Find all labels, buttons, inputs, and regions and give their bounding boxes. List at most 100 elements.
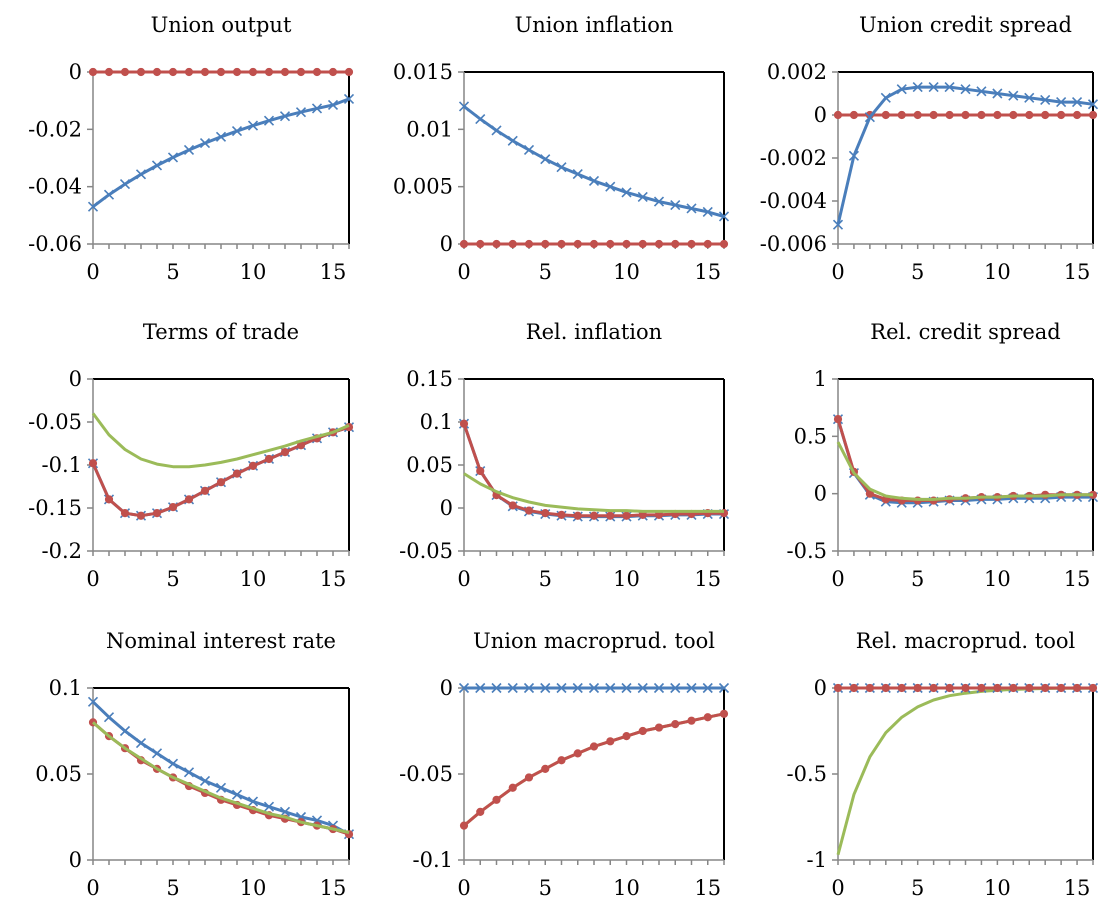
panel-title: Terms of trade (143, 320, 299, 344)
data-point-circle (104, 495, 114, 504)
data-point-circle (152, 67, 162, 77)
data-point-x-mark (523, 682, 535, 694)
x-tick-label: 15 (320, 876, 347, 900)
series-green (463, 472, 724, 513)
y-tick-label: -0.06 (28, 232, 82, 256)
y-tick-label: 0 (440, 676, 453, 700)
data-point-circle (929, 110, 938, 120)
series-red (88, 67, 354, 77)
series-line-blue (92, 97, 350, 208)
data-point-circle (961, 110, 970, 120)
data-point-x-mark (103, 189, 115, 200)
data-point-circle (88, 67, 98, 77)
data-point-x-mark (686, 203, 697, 214)
data-point-circle (216, 478, 226, 487)
data-point-x-mark (912, 81, 923, 93)
data-point-circle (833, 415, 843, 424)
data-point-circle (622, 239, 631, 249)
data-point-x-mark (621, 682, 632, 694)
data-point-x-mark (311, 103, 323, 114)
series-blue (458, 418, 730, 522)
data-point-circle (541, 239, 550, 249)
x-tick-label: 5 (911, 876, 924, 900)
x-tick-label: 0 (831, 567, 844, 591)
data-point-x-mark (103, 712, 115, 723)
data-point-x-mark (215, 782, 227, 793)
data-point-circle (881, 110, 890, 120)
panel-title: Union credit spread (859, 13, 1072, 37)
series-line-red (836, 418, 1093, 502)
data-point-x-mark (702, 206, 713, 217)
series-red (833, 683, 1098, 693)
data-point-x-mark (718, 682, 730, 694)
data-point-circle (1025, 110, 1034, 120)
x-tick-label: 5 (539, 260, 552, 284)
panel-title: Union inflation (515, 13, 674, 37)
data-point-circle (104, 67, 114, 77)
data-point-circle (573, 239, 582, 249)
data-point-circle (1072, 110, 1082, 120)
series-red (88, 423, 354, 520)
data-point-circle (622, 732, 631, 741)
series-line-green (463, 712, 725, 827)
x-tick-label: 15 (694, 567, 721, 591)
x-tick-label: 0 (86, 876, 99, 900)
series-red (459, 709, 729, 830)
data-point-circle (248, 67, 258, 77)
data-point-circle (508, 501, 517, 510)
series-line-red (92, 721, 350, 836)
data-point-x-mark (491, 682, 502, 694)
x-tick-label: 10 (613, 260, 640, 284)
data-point-x-mark (247, 120, 259, 131)
y-tick-label: 0 (814, 482, 827, 506)
data-point-circle (152, 509, 162, 518)
series-blue (832, 81, 1098, 230)
data-point-x-mark (637, 191, 648, 203)
data-point-x-mark (263, 115, 275, 126)
data-point-circle (589, 511, 599, 520)
y-tick-label: 0 (69, 848, 82, 872)
data-point-x-mark (215, 131, 227, 142)
y-tick-label: 0 (814, 676, 827, 700)
data-point-circle (1009, 110, 1018, 120)
series-line-green (836, 686, 1093, 856)
data-point-circle (120, 67, 130, 77)
x-tick-label: 0 (457, 567, 470, 591)
data-point-circle (476, 239, 485, 249)
y-tick-label: 0 (440, 232, 453, 256)
x-tick-label: 10 (984, 876, 1011, 900)
data-point-circle (541, 764, 550, 773)
data-point-circle (849, 683, 859, 693)
y-tick-label: 0 (69, 367, 82, 391)
panel-2: Union inflation 0.015 0.01 0.005 00 5 10 15 (393, 13, 730, 284)
series-line-blue (463, 105, 725, 218)
x-tick-label: 5 (539, 567, 552, 591)
data-point-x-mark (848, 150, 860, 161)
y-tick-label: -0.15 (28, 496, 82, 520)
x-tick-label: 15 (1064, 876, 1091, 900)
y-tick-label: 0.01 (406, 117, 453, 141)
data-point-x-mark (992, 88, 1003, 99)
data-point-x-mark (832, 219, 844, 230)
data-point-circle (1057, 110, 1066, 120)
y-tick-label: -0.002 (760, 146, 827, 170)
data-point-circle (184, 67, 194, 77)
data-point-circle (913, 683, 922, 693)
y-tick-label: -0.05 (399, 539, 453, 563)
data-point-x-mark (458, 101, 470, 112)
x-tick-label: 10 (613, 567, 640, 591)
x-tick-label: 10 (240, 567, 267, 591)
data-point-circle (833, 110, 843, 120)
data-point-circle (280, 67, 290, 77)
data-point-x-mark (199, 138, 211, 149)
series-blue (458, 682, 730, 694)
data-point-circle (993, 110, 1002, 120)
series-green (836, 686, 1093, 856)
data-point-x-mark (896, 84, 907, 95)
data-point-circle (687, 716, 696, 725)
data-point-circle (216, 67, 226, 77)
y-tick-label: -0.006 (760, 232, 827, 256)
series-line-red (462, 423, 724, 518)
